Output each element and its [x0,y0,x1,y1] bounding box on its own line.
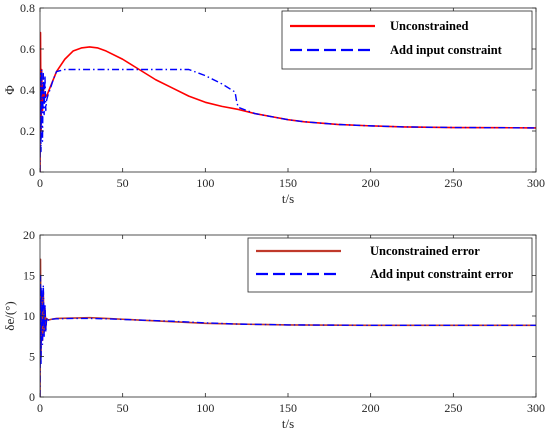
x-tick-label: 300 [527,401,545,415]
y-tick-label: 0.4 [20,83,35,97]
chart-elevator-deflection: 0 50 100 150 200 250 300 0 5 10 15 20 t/s δe/(°) Uncon… [2,228,545,431]
x-tick-label: 100 [196,401,214,415]
legend-label-2: Add input constraint error [370,267,514,281]
x-tick-label: 50 [117,176,129,190]
legend-label-1: Unconstrained error [370,244,480,258]
y-tick-label: 0.8 [20,1,35,15]
x-axis-label: t/s [282,191,294,206]
x-tick-label: 250 [444,176,462,190]
x-tick-label: 250 [444,401,462,415]
y-tick-label: 10 [23,309,35,323]
y-tick-label: 0.6 [20,42,35,56]
x-axis-label: t/s [282,416,294,431]
x-tick-label: 150 [279,401,297,415]
x-tick-label: 0 [37,176,43,190]
y-tick-label: 20 [23,228,35,242]
y-tick-label: 15 [23,269,35,283]
y-tick-label: 0 [29,165,35,179]
x-tick-label: 100 [196,176,214,190]
x-tick-label: 200 [362,401,380,415]
x-tick-label: 50 [117,401,129,415]
y-tick-label: 5 [29,350,35,364]
y-tick-label: 0 [29,390,35,404]
legend-box [247,237,533,293]
chart-phi: 0 50 100 150 200 250 300 0 0.2 0.4 0.6 0.8 t/s Φ Uncon… [2,1,545,206]
y-axis-label: δe/(°) [2,301,17,330]
x-tick-label: 0 [37,401,43,415]
legend-box [281,10,533,70]
series-line-2 [40,68,536,172]
legend-label-2: Add input constraint [390,43,503,57]
y-tick-label: 0.2 [20,124,35,138]
y-axis-label: Φ [2,85,17,95]
x-tick-label: 150 [279,176,297,190]
x-tick-label: 300 [527,176,545,190]
series-line-2 [40,274,536,397]
legend-label-1: Unconstrained [390,19,469,33]
x-tick-label: 200 [362,176,380,190]
